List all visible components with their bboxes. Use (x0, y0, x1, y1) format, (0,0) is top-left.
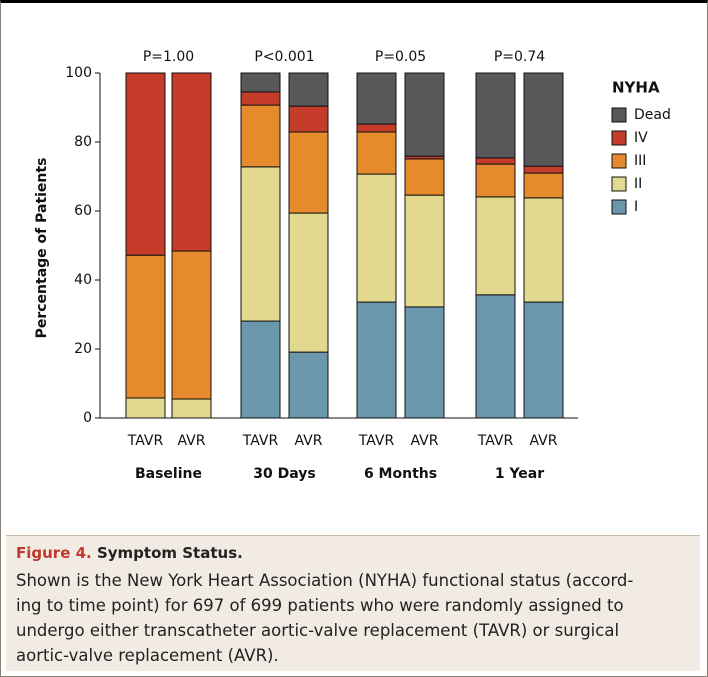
bar-segment (171, 398, 212, 419)
caption: Figure 4. Symptom Status. Shown is the N… (6, 535, 700, 671)
p-value: P=1.00 (143, 49, 194, 65)
bar-segment (523, 301, 564, 419)
bar-segment (240, 320, 281, 419)
legend-swatch (611, 130, 627, 146)
bar-segment (404, 158, 445, 196)
bar-segment (240, 104, 281, 168)
legend-swatch (611, 176, 627, 192)
x-tick-label: TAVR (477, 433, 514, 449)
bar-segment (356, 301, 397, 419)
p-value: P=0.74 (494, 49, 545, 65)
legend-swatch (611, 199, 627, 215)
x-tick-label: TAVR (127, 433, 164, 449)
bar-segment (125, 72, 166, 256)
bar-segment (475, 196, 516, 296)
y-tick-label: 60 (74, 203, 92, 219)
p-value: P<0.001 (254, 49, 314, 65)
bar-segment (523, 72, 564, 167)
x-tick-label: AVR (295, 433, 323, 449)
bar-segment (171, 72, 212, 252)
caption-line: Shown is the New York Heart Association … (16, 571, 634, 590)
bar-segment (288, 72, 329, 107)
bar-segment (356, 173, 397, 303)
y-tick-label: 100 (65, 65, 92, 81)
y-tick-label: 80 (74, 134, 92, 150)
bar-segment (404, 306, 445, 419)
bar-segment (475, 157, 516, 165)
legend-label: II (634, 176, 642, 192)
caption-head: Figure 4. Symptom Status. (16, 544, 690, 562)
bar-segment (475, 72, 516, 159)
group-label: 1 Year (495, 466, 544, 482)
bar-segment (240, 166, 281, 322)
legend-title: NYHA (612, 79, 660, 97)
bar-segment (288, 212, 329, 353)
caption-line: undergo either transcatheter aortic-valv… (16, 621, 620, 640)
bar-segment (240, 72, 281, 93)
bar-segment (125, 397, 166, 419)
bar-segment (404, 72, 445, 157)
chart: Percentage of Patients NYHA 0 20 40 60 80 100… (34, 49, 671, 482)
group-label: 6 Months (364, 466, 437, 482)
bar-segment (288, 351, 329, 419)
y-tick-label: 20 (74, 341, 92, 357)
bar-segment (125, 254, 166, 399)
x-tick-label: TAVR (358, 433, 395, 449)
x-tick-label: AVR (178, 433, 206, 449)
bar-segment (523, 197, 564, 303)
caption-line: ing to time point) for 697 of 699 patien… (16, 596, 624, 615)
bar-segment (523, 165, 564, 174)
bar-segment (356, 123, 397, 133)
caption-title: Symptom Status. (96, 544, 243, 562)
bar-segment (475, 294, 516, 419)
y-tick-label: 40 (74, 272, 92, 288)
legend-label: Dead (634, 107, 671, 123)
legend-swatch (611, 107, 627, 123)
bar-segment (404, 194, 445, 308)
x-tick-label: AVR (530, 433, 558, 449)
x-tick-label: AVR (411, 433, 439, 449)
bar-segment (356, 72, 397, 125)
x-tick-label: TAVR (242, 433, 279, 449)
y-axis-label: Percentage of Patients (34, 158, 50, 339)
legend-label: III (634, 153, 646, 169)
group-label: Baseline (135, 466, 202, 482)
bar-segment (288, 105, 329, 133)
legend-label: IV (634, 130, 648, 146)
group-label: 30 Days (253, 466, 315, 482)
bar-segment (171, 250, 212, 400)
figure-number: Figure 4. (16, 544, 92, 562)
caption-line: aortic-valve replacement (AVR). (16, 646, 279, 665)
bar-segment (475, 163, 516, 198)
legend-label: I (634, 199, 638, 215)
legend-swatch (611, 153, 627, 169)
bar-segment (523, 172, 564, 199)
p-value: P=0.05 (375, 49, 426, 65)
bar-segment (356, 131, 397, 175)
bar-segment (240, 91, 281, 106)
bar-segment (288, 131, 329, 214)
y-tick-label: 0 (83, 410, 92, 426)
